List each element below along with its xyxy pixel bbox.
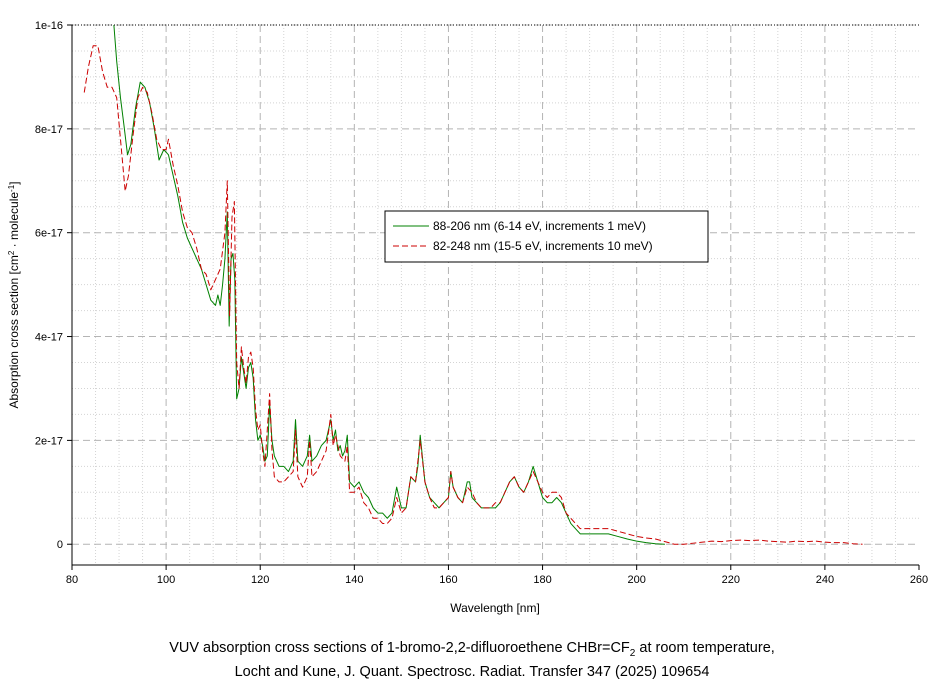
y-axis-title: Absorption cross section [cm2 · molecule… [7,181,22,408]
x-tick-label: 100 [157,574,175,586]
legend-label-series-2: 82-248 nm (15-5 eV, increments 10 meV) [433,239,653,253]
x-axis-ticks: 80 100 120 140 160 180 200 220 240 260 [66,565,928,586]
x-tick-label: 200 [627,574,645,586]
x-tick-label: 180 [533,574,551,586]
caption-line-2: Locht and Kune, J. Quant. Spectrosc. Rad… [234,664,710,680]
y-tick-label: 6e-17 [35,228,63,240]
y-tick-label: 0 [57,539,63,551]
y-axis-ticks: 0 2e-17 4e-17 6e-17 8e-17 1e-16 [35,20,72,551]
y-tick-label: 8e-17 [35,124,63,136]
series-line-1 [113,24,665,545]
legend-label-series-1: 88-206 nm (6-14 eV, increments 1 meV) [433,219,646,233]
series-layer [83,24,863,545]
x-tick-label: 140 [345,574,363,586]
grid [72,24,919,565]
x-tick-label: 240 [816,574,834,586]
x-tick-label: 120 [251,574,269,586]
y-tick-label: 4e-17 [35,332,63,344]
y-tick-label: 2e-17 [35,435,63,447]
legend-box [384,210,709,263]
caption-line-1: VUV absorption cross sections of 1-bromo… [169,640,775,659]
legend: 88-206 nm (6-14 eV, increments 1 meV) 82… [384,210,709,263]
x-tick-label: 260 [910,574,928,586]
chart: 80 100 120 140 160 180 200 220 240 260 0 2e-17 4e-1… [7,20,929,615]
y-tick-label: 1e-16 [35,20,63,32]
series-line-2 [83,45,863,545]
x-tick-label: 80 [66,574,78,586]
x-tick-label: 220 [722,574,740,586]
x-axis-title: Wavelength [nm] [450,601,540,615]
x-tick-label: 160 [439,574,457,586]
